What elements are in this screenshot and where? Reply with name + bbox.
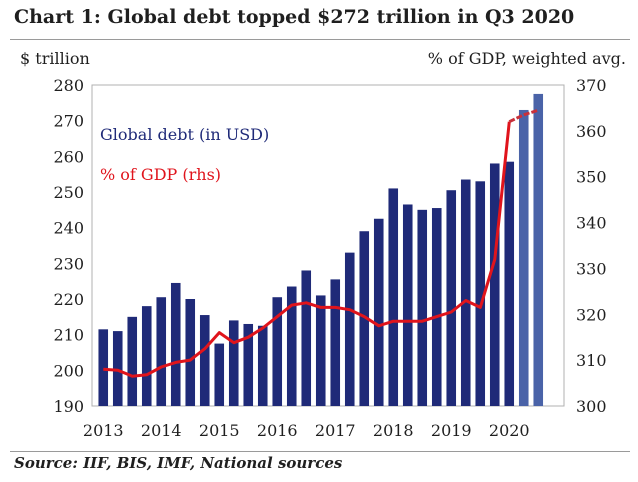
bar xyxy=(344,252,355,406)
top-divider xyxy=(10,39,630,40)
x-tick-label: 2019 xyxy=(431,421,472,440)
x-tick-label: 2014 xyxy=(141,421,182,440)
bar xyxy=(170,282,181,406)
x-tick-label: 2018 xyxy=(373,421,414,440)
right-tick-label: 310 xyxy=(576,351,607,370)
right-tick-label: 360 xyxy=(576,122,607,141)
bar xyxy=(402,204,413,406)
bar xyxy=(98,329,109,406)
bar xyxy=(330,279,341,406)
bottom-divider xyxy=(10,451,630,452)
right-tick-label: 300 xyxy=(576,397,607,416)
left-tick-label: 260 xyxy=(53,147,84,166)
right-axis-ticks: 300 310 320 330 340 350 360 370 xyxy=(576,76,607,416)
bar xyxy=(460,179,471,406)
bar xyxy=(199,315,210,406)
left-tick-label: 200 xyxy=(53,361,84,380)
bar-recent xyxy=(533,93,544,407)
bar xyxy=(301,270,312,406)
bar-recent xyxy=(518,109,529,406)
left-tick-label: 250 xyxy=(53,183,84,202)
bar xyxy=(112,331,123,406)
bar xyxy=(257,325,268,406)
bar-series-recent xyxy=(518,93,544,407)
bar xyxy=(127,316,138,406)
bar xyxy=(475,181,486,406)
bar xyxy=(489,163,500,406)
left-tick-label: 210 xyxy=(53,326,84,345)
right-tick-label: 330 xyxy=(576,259,607,278)
x-tick-label: 2016 xyxy=(257,421,298,440)
left-tick-label: 280 xyxy=(53,76,84,95)
x-tick-label: 2020 xyxy=(489,421,530,440)
x-tick-label: 2017 xyxy=(315,421,356,440)
left-tick-label: 240 xyxy=(53,219,84,238)
bar xyxy=(431,208,442,406)
line-series-gdp-pct xyxy=(103,108,539,378)
source-note: Source: IIF, BIS, IMF, National sources xyxy=(14,454,343,472)
bar xyxy=(417,209,428,406)
legend-gdp-pct: % of GDP (rhs) xyxy=(100,165,221,184)
left-tick-label: 230 xyxy=(53,254,84,273)
right-tick-label: 370 xyxy=(576,76,607,95)
right-tick-label: 320 xyxy=(576,305,607,324)
bar xyxy=(388,188,399,406)
bar xyxy=(228,320,239,406)
legend-global-debt: Global debt (in USD) xyxy=(100,125,269,144)
right-tick-label: 350 xyxy=(576,168,607,187)
plot-frame xyxy=(91,84,565,407)
bar xyxy=(156,297,167,406)
bar xyxy=(373,218,384,406)
bar-series-global-debt xyxy=(98,161,515,406)
bar xyxy=(286,286,297,406)
right-axis-label: % of GDP, weighted avg. xyxy=(428,49,626,68)
line-gdp-pct xyxy=(103,121,511,378)
bar xyxy=(272,297,283,406)
x-tick-label: 2013 xyxy=(83,421,124,440)
left-tick-label: 220 xyxy=(53,290,84,309)
right-tick-label: 340 xyxy=(576,214,607,233)
left-tick-label: 270 xyxy=(53,112,84,131)
bar xyxy=(214,343,225,406)
bar xyxy=(315,295,326,406)
bar xyxy=(243,323,254,406)
line-gdp-pct-recent xyxy=(508,108,539,124)
bar xyxy=(504,161,515,406)
x-tick-label: 2015 xyxy=(199,421,240,440)
left-axis-ticks: 190 200 210 220 230 240 250 260 270 280 xyxy=(53,76,84,416)
bar xyxy=(359,231,370,406)
bar xyxy=(185,299,196,406)
left-tick-label: 190 xyxy=(53,397,84,416)
x-axis-ticks: 2013 2014 2015 2016 2017 2018 2019 2020 xyxy=(83,421,530,440)
left-axis-label: $ trillion xyxy=(20,49,90,68)
chart-title: Chart 1: Global debt topped $272 trillio… xyxy=(14,6,575,28)
bar xyxy=(141,306,152,406)
bar xyxy=(446,190,457,406)
